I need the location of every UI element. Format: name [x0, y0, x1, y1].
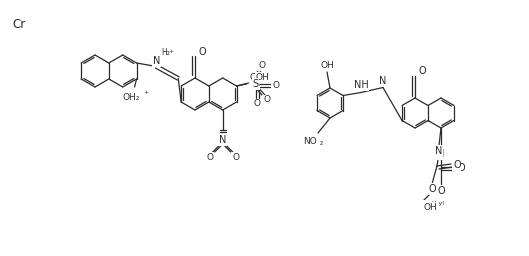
Text: +: + — [143, 90, 149, 94]
Text: OH: OH — [320, 60, 334, 69]
Text: OH: OH — [250, 72, 263, 81]
Text: OH: OH — [256, 73, 269, 82]
Text: N: N — [437, 149, 445, 159]
Text: S: S — [253, 79, 260, 89]
Text: methyl: methyl — [422, 200, 444, 206]
Text: NH: NH — [353, 80, 368, 91]
Text: Cr: Cr — [12, 18, 25, 31]
Text: O: O — [263, 95, 270, 104]
Text: N: N — [152, 57, 160, 67]
Text: N: N — [435, 146, 443, 156]
Text: O: O — [428, 184, 436, 194]
Text: H₂: H₂ — [161, 48, 170, 58]
Text: O: O — [418, 66, 426, 76]
Text: S: S — [252, 79, 259, 89]
Text: O: O — [457, 163, 465, 173]
Text: O: O — [437, 186, 445, 196]
Text: OH: OH — [423, 202, 437, 211]
Text: O: O — [198, 47, 206, 57]
Text: NO: NO — [303, 136, 317, 145]
Text: O: O — [253, 100, 260, 109]
Text: N: N — [379, 77, 387, 87]
Text: +: + — [168, 49, 174, 55]
Text: O: O — [453, 160, 461, 170]
Text: O: O — [258, 61, 265, 70]
Text: O: O — [206, 153, 213, 162]
Text: O: O — [272, 81, 279, 91]
Text: OH₂: OH₂ — [123, 92, 140, 101]
Text: O: O — [232, 153, 239, 162]
Text: N: N — [219, 135, 226, 145]
Text: ₂: ₂ — [320, 138, 323, 147]
